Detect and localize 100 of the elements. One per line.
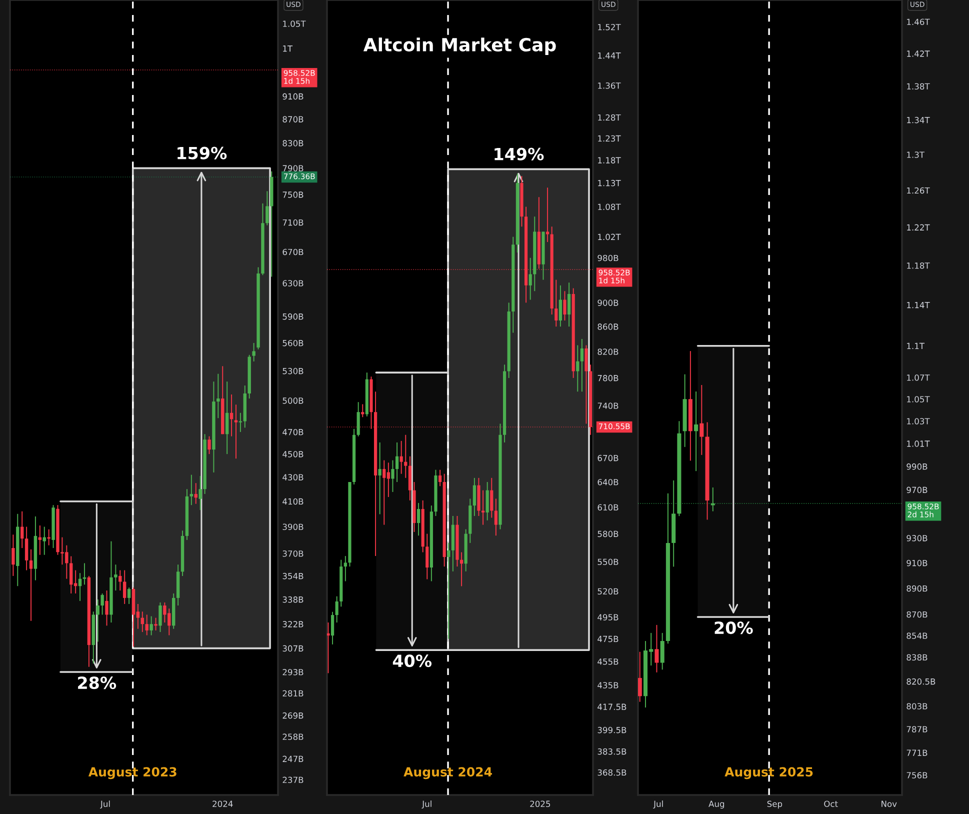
y-tick-label: 435B bbox=[598, 682, 618, 688]
y-tick-label: 1.44T bbox=[598, 52, 621, 59]
y-tick-label: 1.34T bbox=[907, 116, 930, 124]
band-label: 149% bbox=[494, 148, 544, 160]
y-tick-label: 1.42T bbox=[907, 50, 930, 57]
y-tick-label: 1.18T bbox=[598, 157, 621, 164]
x-tick-label: Nov bbox=[882, 800, 897, 808]
band-label: 40% bbox=[392, 654, 432, 668]
y-tick-label: 1.03T bbox=[907, 418, 930, 424]
y-tick-label: 590B bbox=[282, 313, 304, 320]
band-label: 159% bbox=[178, 146, 227, 160]
ref-line-label: August 2025 bbox=[724, 767, 813, 780]
x-tick-label: Jul bbox=[100, 800, 110, 809]
text: Altcoin Market Cap bbox=[363, 38, 556, 56]
y-tick-label: 1T bbox=[283, 46, 293, 52]
y-tick-label: 1.07T bbox=[907, 374, 930, 381]
x-tick-label: Jul bbox=[653, 800, 663, 809]
y-tick-label: 354B bbox=[282, 572, 304, 580]
y-tick-label: 322B bbox=[282, 621, 304, 628]
y-tick-label: 1.05T bbox=[283, 20, 306, 27]
y-tick-label: 1.28T bbox=[598, 114, 621, 121]
y-tick-label: 756B bbox=[906, 772, 928, 778]
y-tick-label: 854B bbox=[906, 632, 928, 639]
y-tick-label: 1.3T bbox=[907, 152, 925, 158]
y-tick-label: 890B bbox=[906, 585, 928, 592]
y-tick-label: 370B bbox=[282, 550, 304, 557]
band-label: 28% bbox=[78, 676, 116, 690]
y-tick-label: 670B bbox=[282, 248, 304, 256]
y-tick-label: 338B bbox=[282, 596, 304, 603]
y-tick-label: 910B bbox=[906, 560, 928, 566]
y-tick-label: 710B bbox=[282, 219, 304, 226]
y-tick-label: 1.46T bbox=[907, 18, 930, 26]
y-tick-label: 450B bbox=[282, 451, 304, 458]
y-tick-label: 803B bbox=[906, 703, 928, 710]
ref-line-label: August 2023 bbox=[88, 767, 176, 780]
y-tick-label: 820.5B bbox=[906, 678, 936, 685]
y-tick-label: 970B bbox=[906, 486, 928, 494]
y-tick-label: 820B bbox=[598, 348, 618, 355]
y-tick-label: 1.52T bbox=[598, 24, 621, 30]
x-tick-label: 2025 bbox=[530, 800, 550, 808]
y-tick-label: 293B bbox=[282, 669, 304, 676]
y-tick-label: 1.22T bbox=[907, 224, 930, 230]
y-tick-label: 417.5B bbox=[598, 704, 626, 710]
y-tick-label: 410B bbox=[282, 498, 304, 505]
y-tick-label: 1.26T bbox=[907, 187, 930, 194]
y-tick-label: 1.02T bbox=[598, 234, 621, 240]
y-tick-label: 780B bbox=[598, 374, 618, 382]
y-tick-label: 281B bbox=[282, 690, 304, 697]
y-tick-label: 787B bbox=[906, 726, 928, 732]
y-tick-label: 860B bbox=[598, 324, 618, 330]
y-tick-label: 258B bbox=[282, 734, 304, 740]
y-tick-label: 1.13T bbox=[598, 180, 621, 186]
y-tick-label: 610B bbox=[598, 504, 618, 511]
y-tick-label: 580B bbox=[598, 530, 618, 538]
y-tick-label: 307B bbox=[282, 645, 304, 652]
y-tick-label: 368.5B bbox=[598, 769, 626, 776]
y-tick-label: 980B bbox=[598, 254, 618, 262]
y-tick-label: 670B bbox=[598, 454, 618, 462]
y-tick-label: 1.08T bbox=[598, 204, 621, 210]
y-tick-label: 1.23T bbox=[598, 135, 621, 142]
x-tick-label: Sep bbox=[767, 800, 782, 809]
x-tick-label: Jul bbox=[422, 800, 432, 809]
y-tick-label: 930B bbox=[906, 535, 928, 542]
y-tick-label: 910B bbox=[282, 93, 304, 100]
x-tick-label: Oct bbox=[824, 800, 838, 808]
y-tick-label: 1.36T bbox=[598, 82, 621, 89]
y-tick-label: 1.01T bbox=[907, 440, 930, 447]
y-tick-label: 1.14T bbox=[907, 302, 930, 308]
y-tick-label: 237B bbox=[282, 776, 304, 784]
y-tick-label: 990B bbox=[906, 463, 928, 470]
y-tick-label: 530B bbox=[282, 368, 304, 374]
y-tick-label: 1.38T bbox=[907, 83, 930, 90]
y-tick-label: 247B bbox=[282, 756, 304, 762]
y-tick-label: 495B bbox=[598, 614, 618, 620]
y-tick-label: 550B bbox=[598, 558, 618, 566]
y-tick-label: 383.5B bbox=[598, 748, 626, 755]
y-tick-label: 1.05T bbox=[907, 396, 930, 402]
band-label: 20% bbox=[714, 621, 753, 634]
y-tick-label: 475B bbox=[598, 636, 618, 642]
y-tick-label: 870B bbox=[906, 611, 928, 618]
y-tick-label: 830B bbox=[282, 140, 304, 146]
y-tick-label: 399.5B bbox=[598, 726, 626, 734]
y-tick-label: 771B bbox=[906, 750, 928, 756]
y-tick-label: 430B bbox=[282, 474, 304, 480]
y-tick-label: 1.1T bbox=[907, 342, 925, 350]
y-tick-label: 630B bbox=[282, 280, 304, 286]
y-tick-label: 560B bbox=[282, 340, 304, 346]
y-tick-label: 750B bbox=[282, 192, 304, 198]
y-tick-label: 269B bbox=[282, 712, 304, 719]
y-tick-label: 390B bbox=[282, 524, 304, 530]
y-tick-label: 520B bbox=[598, 588, 618, 595]
ref-line-label: August 2024 bbox=[404, 767, 492, 780]
y-tick-label: 790B bbox=[282, 165, 304, 172]
x-tick-label: Aug bbox=[708, 800, 724, 809]
y-tick-label: 900B bbox=[598, 300, 618, 306]
y-tick-label: 1.18T bbox=[907, 262, 930, 269]
y-tick-label: 838B bbox=[906, 654, 928, 661]
y-tick-label: 870B bbox=[282, 116, 304, 122]
x-tick-label: 2024 bbox=[212, 800, 233, 808]
y-tick-label: 470B bbox=[282, 428, 304, 436]
